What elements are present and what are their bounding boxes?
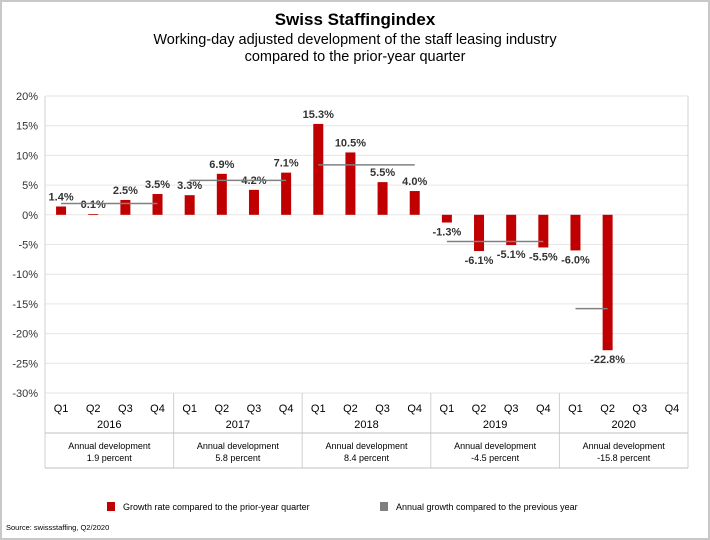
source-note: Source: swissstaffing, Q2/2020 xyxy=(6,523,109,532)
quarter-label: Q4 xyxy=(536,403,551,415)
data-label: 6.9% xyxy=(209,159,234,171)
quarter-label: Q3 xyxy=(247,403,262,415)
data-label: 3.3% xyxy=(177,180,202,192)
bar xyxy=(538,214,549,248)
bar xyxy=(377,182,388,215)
quarter-label: Q2 xyxy=(600,403,615,415)
quarter-label: Q1 xyxy=(311,403,326,415)
y-tick-label: 20% xyxy=(16,91,38,103)
data-label: -6.0% xyxy=(561,254,590,266)
annual-development-value: 5.8 percent xyxy=(215,453,261,463)
quarter-label: Q3 xyxy=(375,403,390,415)
quarter-label: Q3 xyxy=(504,403,519,415)
bar xyxy=(474,214,485,252)
y-tick-label: -5% xyxy=(18,240,38,252)
chart-subtitle-line1: Working-day adjusted development of the … xyxy=(153,32,557,48)
year-label: 2017 xyxy=(226,419,250,431)
quarter-label: Q1 xyxy=(54,403,69,415)
quarter-label: Q4 xyxy=(407,403,422,415)
bar xyxy=(184,195,195,215)
data-label: -5.1% xyxy=(497,249,526,261)
data-label: 0.1% xyxy=(81,199,106,211)
quarter-label: Q4 xyxy=(279,403,294,415)
bar xyxy=(281,172,292,215)
y-tick-label: 15% xyxy=(16,121,38,133)
quarter-label: Q2 xyxy=(86,403,101,415)
data-label: -6.1% xyxy=(465,255,494,267)
quarter-label: Q3 xyxy=(118,403,133,415)
bar xyxy=(56,206,67,215)
annual-development-label: Annual development xyxy=(68,441,151,451)
quarter-label: Q2 xyxy=(472,403,487,415)
y-tick-label: 10% xyxy=(16,150,38,162)
bar xyxy=(313,123,324,215)
legend-swatch-annual-growth xyxy=(380,502,388,511)
bar xyxy=(152,194,163,215)
data-label: 10.5% xyxy=(335,137,366,149)
data-label: -1.3% xyxy=(433,227,462,239)
data-label: 2.5% xyxy=(113,185,138,197)
bar xyxy=(441,214,452,223)
bar xyxy=(345,152,356,215)
annual-development-label: Annual development xyxy=(583,441,666,451)
data-label: 7.1% xyxy=(274,158,299,170)
chart-subtitle-line2: compared to the prior-year quarter xyxy=(244,49,466,65)
data-label: -5.5% xyxy=(529,251,558,263)
annual-development-label: Annual development xyxy=(197,441,280,451)
bar xyxy=(248,189,259,215)
y-tick-label: 0% xyxy=(22,210,38,222)
bar xyxy=(88,214,99,216)
quarter-label: Q4 xyxy=(150,403,165,415)
year-label: 2018 xyxy=(354,419,378,431)
bar xyxy=(216,173,227,215)
legend-label-annual-growth: Annual growth compared to the previous y… xyxy=(396,502,578,512)
quarter-label: Q1 xyxy=(568,403,583,415)
annual-development-label: Annual development xyxy=(454,441,537,451)
y-tick-label: -25% xyxy=(12,358,38,370)
chart-title: Swiss Staffingindex xyxy=(274,10,436,29)
data-label: 1.4% xyxy=(49,191,74,203)
legend-swatch-growth-rate xyxy=(107,502,115,511)
annual-development-value: -4.5 percent xyxy=(471,453,520,463)
data-label: -22.8% xyxy=(590,354,625,366)
data-label: 15.3% xyxy=(303,109,334,121)
y-tick-label: -20% xyxy=(12,329,38,341)
y-tick-label: 5% xyxy=(22,180,38,192)
data-label: 5.5% xyxy=(370,167,395,179)
quarter-label: Q1 xyxy=(440,403,455,415)
annual-development-value: 8.4 percent xyxy=(344,453,390,463)
quarter-label: Q1 xyxy=(182,403,197,415)
bar xyxy=(570,214,581,251)
year-label: 2019 xyxy=(483,419,507,431)
data-label: 3.5% xyxy=(145,179,170,191)
bar xyxy=(506,214,517,246)
legend-label-growth-rate: Growth rate compared to the prior-year q… xyxy=(123,502,310,512)
annual-development-label: Annual development xyxy=(325,441,408,451)
bar xyxy=(120,199,131,215)
data-label: 4.0% xyxy=(402,176,427,188)
annual-development-value: -15.8 percent xyxy=(597,453,651,463)
quarter-label: Q3 xyxy=(632,403,647,415)
quarter-label: Q4 xyxy=(665,403,680,415)
year-label: 2020 xyxy=(611,419,635,431)
bar xyxy=(602,214,613,351)
quarter-label: Q2 xyxy=(214,403,229,415)
year-label: 2016 xyxy=(97,419,121,431)
annual-development-value: 1.9 percent xyxy=(87,453,133,463)
y-tick-label: -30% xyxy=(12,388,38,400)
y-tick-label: -10% xyxy=(12,269,38,281)
quarter-label: Q2 xyxy=(343,403,358,415)
y-tick-label: -15% xyxy=(12,299,38,311)
bar xyxy=(409,191,420,215)
